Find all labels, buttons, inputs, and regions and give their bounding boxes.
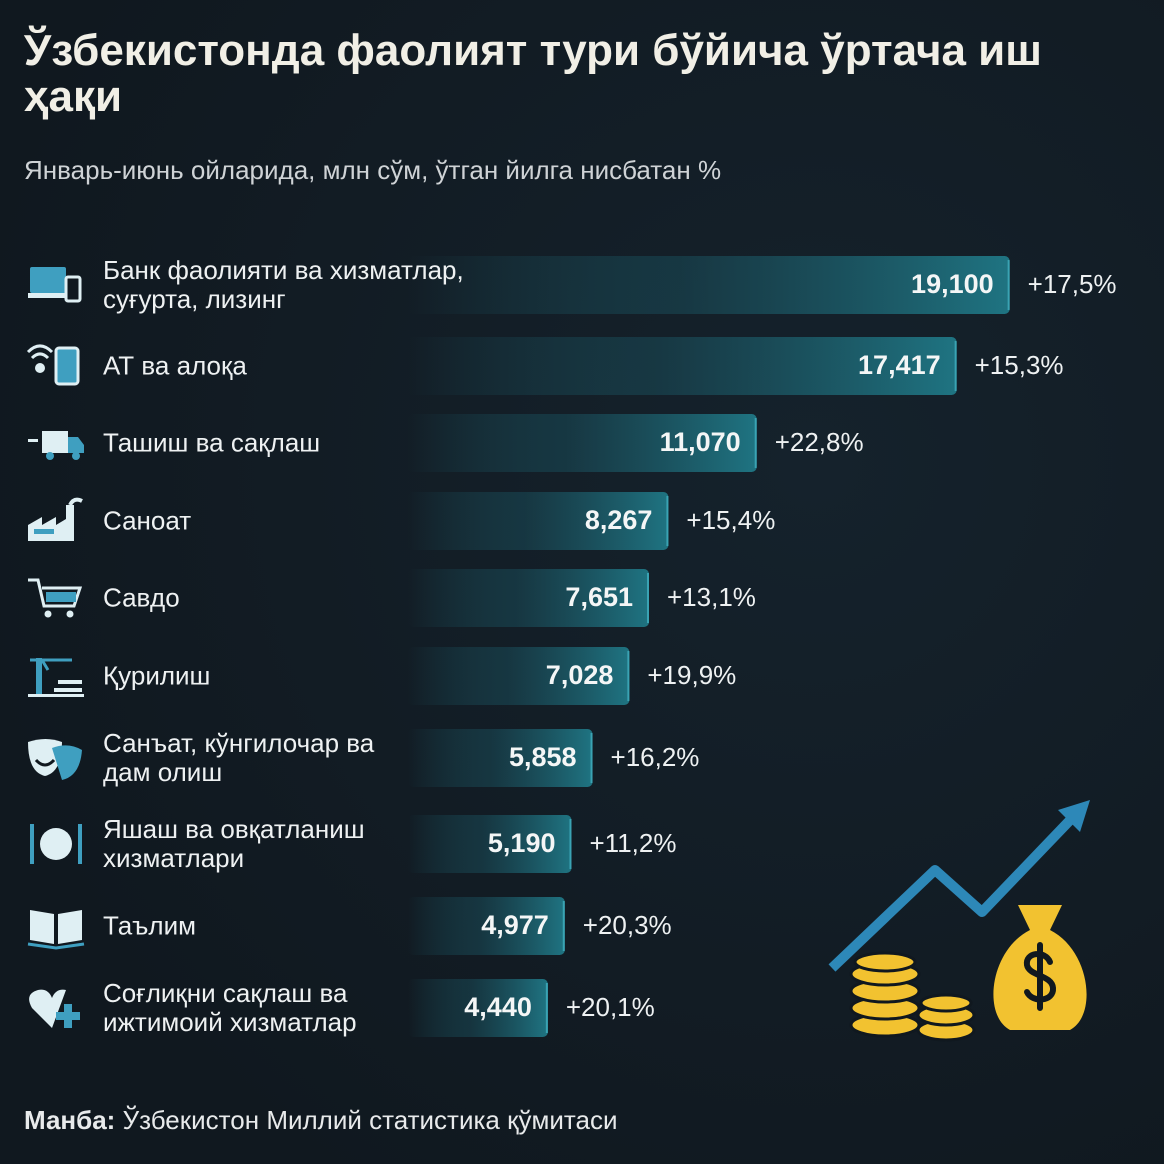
icon-shape	[30, 267, 66, 293]
icon-shape	[54, 346, 80, 386]
category-label: Банк фаолияти ва хизматлар, суғурта, лиз…	[103, 255, 464, 314]
value-label: 4,440	[464, 992, 532, 1022]
category-label: Ташиш ва сақлаш	[103, 427, 321, 458]
bar	[408, 256, 1010, 314]
category-label: Санъат, кўнгилочар ва дам олиш	[103, 728, 375, 787]
bar	[408, 729, 593, 787]
category-icon	[28, 431, 84, 460]
icon-shape	[52, 745, 82, 780]
category-label: Таълим	[103, 910, 196, 941]
growth-label: +20,3%	[583, 910, 672, 940]
icon-shape	[27, 942, 85, 950]
icon-shape	[30, 824, 34, 864]
bar	[408, 979, 548, 1037]
icon-shape	[42, 431, 68, 453]
icon-shape	[56, 1004, 80, 1028]
icon-shape	[46, 452, 54, 460]
category-icon	[28, 578, 83, 618]
category-label: Қурилиш	[103, 660, 211, 691]
value-label: 4,977	[481, 910, 549, 940]
category-icon	[28, 658, 84, 697]
icon-shape	[44, 610, 52, 618]
icon-shape	[35, 363, 45, 373]
icon-shape	[28, 505, 74, 541]
source: Манба: Ўзбекистон Миллий статистика қўми…	[24, 1105, 618, 1136]
category-icon	[30, 824, 82, 864]
category-label: Яшаш ва овқатланиш хизматлари	[103, 814, 365, 873]
icon-shape	[29, 989, 66, 1028]
icon-shape	[30, 658, 72, 671]
icon-shape	[28, 694, 84, 697]
bar	[408, 492, 669, 550]
value-label: 11,070	[660, 427, 741, 457]
icon-shape	[28, 439, 38, 442]
icon-shape	[40, 828, 72, 860]
bar	[408, 337, 957, 395]
category-icon	[26, 344, 80, 386]
growth-label: +22,8%	[775, 427, 864, 457]
growth-label: +19,9%	[647, 660, 736, 690]
coins	[849, 951, 976, 1042]
category-icon	[28, 497, 83, 541]
icon-shape	[26, 344, 54, 360]
icon-shape	[64, 275, 82, 303]
growth-label: +13,1%	[667, 582, 756, 612]
category-icon	[27, 910, 85, 950]
growth-label: +20,1%	[566, 992, 655, 1022]
growth-label: +16,2%	[611, 742, 700, 772]
icon-shape	[68, 437, 84, 453]
bar	[408, 647, 630, 705]
bar	[408, 414, 757, 472]
value-label: 7,651	[565, 582, 633, 612]
category-icon	[28, 739, 82, 780]
icon-shape	[66, 610, 74, 618]
value-label: 5,858	[509, 742, 577, 772]
category-label: Савдо	[103, 582, 180, 613]
growth-label: +15,4%	[686, 505, 775, 535]
icon-shape	[58, 680, 82, 684]
category-icon	[28, 267, 82, 303]
category-label: Саноат	[103, 505, 192, 536]
icon-shape	[28, 578, 83, 608]
bar	[408, 815, 572, 873]
icon-shape	[78, 824, 82, 864]
icon-shape	[34, 758, 56, 767]
icon-shape	[30, 910, 54, 944]
category-label: Соғлиқни сақлаш ва ижтимоий хизматлар	[103, 978, 357, 1037]
subtitle: Январь-июнь ойларида, млн сўм, ўтган йил…	[24, 155, 722, 185]
dollar-sign-icon	[1023, 942, 1056, 1011]
value-label: 7,028	[546, 660, 614, 690]
value-label: 19,100	[911, 269, 994, 299]
bar	[408, 897, 565, 955]
value-label: 8,267	[585, 505, 653, 535]
growth-arrow	[828, 811, 1079, 972]
icon-shape	[72, 452, 80, 460]
value-label: 17,417	[858, 350, 941, 380]
source-text: Ўзбекистон Миллий статистика қўмитаси	[122, 1105, 618, 1135]
growth-label: +17,5%	[1028, 269, 1117, 299]
category-label: АТ ва алоқа	[103, 350, 247, 381]
money-illustration	[828, 800, 1090, 1042]
icon-shape	[34, 529, 54, 534]
icon-shape	[28, 293, 70, 298]
icon-shape	[68, 497, 83, 506]
source-label: Манба:	[24, 1105, 116, 1135]
title: Ўзбекистонда фаолият тури бўйича ўртача …	[24, 26, 1042, 121]
category-icon	[29, 989, 80, 1028]
growth-label: +11,2%	[589, 828, 676, 858]
bar	[408, 569, 650, 627]
growth-label: +15,3%	[975, 350, 1064, 380]
icon-shape	[54, 688, 82, 692]
icon-shape	[46, 592, 76, 602]
icon-shape	[36, 658, 42, 696]
arrow-head	[1058, 800, 1090, 832]
value-label: 5,190	[488, 828, 556, 858]
icon-shape	[58, 910, 82, 944]
